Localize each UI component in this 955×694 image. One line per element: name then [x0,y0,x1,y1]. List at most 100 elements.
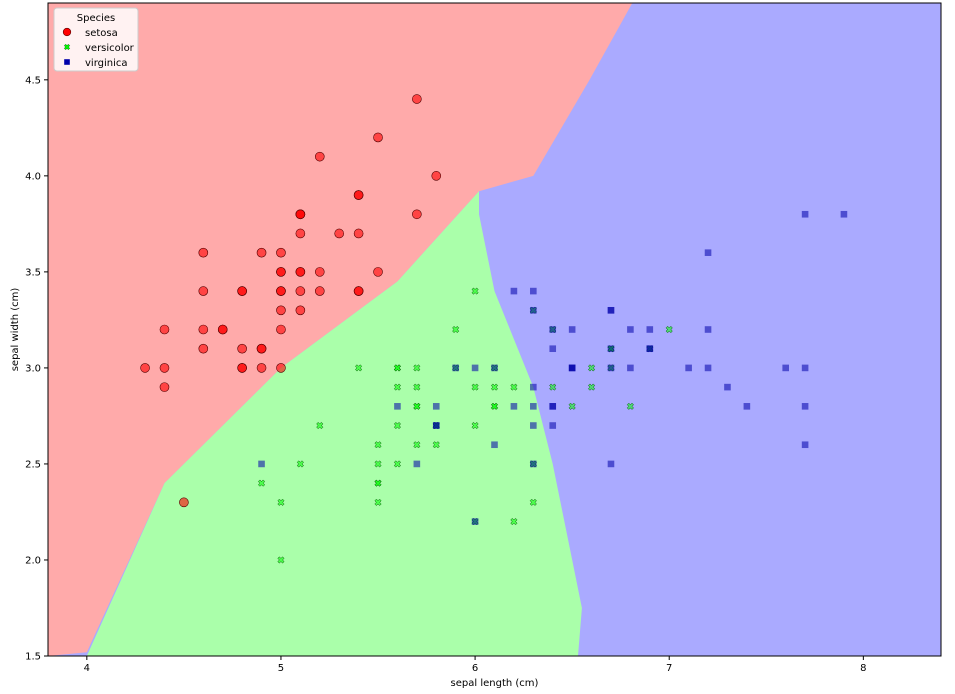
setosa-point [353,286,364,296]
setosa-point [256,363,267,373]
legend-label: versicolor [85,43,135,54]
legend-entry-setosa: setosa [62,27,118,39]
virginica-point [607,306,615,314]
plot-frame [47,2,942,657]
virginica-point [394,403,401,410]
virginica-point [801,441,809,449]
legend-marker-versicolor [63,43,71,51]
setosa-point [256,247,267,258]
virginica-point [452,364,459,372]
x-tick-label: 7 [666,663,672,674]
virginica-point [530,403,537,410]
setosa-point [314,151,325,162]
setosa-point [295,267,306,277]
setosa-point [373,132,383,143]
legend-entry-versicolor: versicolor [63,43,135,54]
virginica-point [530,306,537,314]
virginica-point [471,364,479,372]
virginica-point [549,326,557,333]
virginica-point [801,364,809,372]
virginica-point [801,403,809,410]
virginica-point [530,287,537,295]
x-tick-label: 4 [84,663,90,674]
virginica-point [685,364,692,372]
setosa-point [159,382,170,392]
virginica-point [549,422,557,429]
versicolor-point [471,421,479,430]
setosa-point [276,286,286,296]
legend-marker-setosa [62,27,72,37]
legend-label: virginica [85,58,128,69]
setosa-point [217,324,228,335]
setosa-point [276,247,286,258]
virginica-point [530,422,537,429]
versicolor-point [665,325,673,334]
virginica-point [510,287,518,295]
setosa-point [198,247,209,258]
legend-entry-virginica: virginica [64,58,128,69]
setosa-point [412,209,422,220]
setosa-point [276,267,286,277]
virginica-point [258,460,265,468]
y-tick-label: 4.5 [25,75,41,86]
setosa-point [198,343,209,354]
virginica-point [646,345,654,353]
virginica-point [432,403,440,410]
setosa-point [237,343,247,354]
versicolor-point [568,402,576,410]
virginica-point [549,403,557,410]
setosa-point [159,324,170,335]
virginica-point [607,364,615,372]
virginica-point [491,441,498,449]
legend: Species setosa versicolor virginica [53,7,139,72]
y-tick-label: 3.0 [25,363,41,374]
y-tick-label: 2.0 [25,555,41,566]
x-axis-ticks: 4 5 6 7 8 [84,656,867,674]
versicolor-point [296,460,304,468]
versicolor-point [413,402,421,410]
virginica-point [646,326,654,333]
legend-label: setosa [85,28,118,39]
y-tick-label: 2.5 [25,459,41,470]
setosa-point [140,363,150,373]
setosa-point [412,94,422,104]
versicolor-point [393,383,401,391]
x-axis-label: sepal length (cm) [451,678,539,689]
x-tick-label: 6 [472,663,478,674]
y-tick-label: 1.5 [25,652,41,663]
virginica-point [510,403,518,410]
virginica-point [724,383,731,391]
versicolor-point [277,556,285,564]
virginica-point [607,345,615,353]
virginica-point [549,345,557,353]
versicolor-point [452,325,460,334]
versicolor-point [257,479,266,487]
setosa-point [198,286,209,296]
versicolor-point [355,364,363,372]
y-axis-ticks: 1.5 2.0 2.5 3.0 3.5 4.0 4.5 [25,75,48,663]
versicolor-point [471,383,479,391]
versicolor-point [588,364,596,372]
virginica-point [530,460,537,468]
setosa-point [334,228,344,239]
series-virginica [258,210,848,525]
versicolor-point [413,364,421,372]
virginica-point [413,460,421,468]
region-setosa [48,3,633,656]
setosa-point [276,305,286,316]
virginica-point [568,326,576,333]
versicolor-point [549,383,557,391]
setosa-point [256,343,267,354]
versicolor-point [374,460,382,468]
versicolor-point [316,421,324,430]
versicolor-point [432,441,440,449]
data-points [140,94,848,564]
setosa-point [237,363,247,373]
region-versicolor [86,191,582,656]
virginica-point [782,364,789,372]
versicolor-point [374,441,382,449]
versicolor-point [588,383,596,391]
virginica-point [840,210,848,218]
virginica-point [432,422,440,429]
setosa-point [295,286,306,296]
